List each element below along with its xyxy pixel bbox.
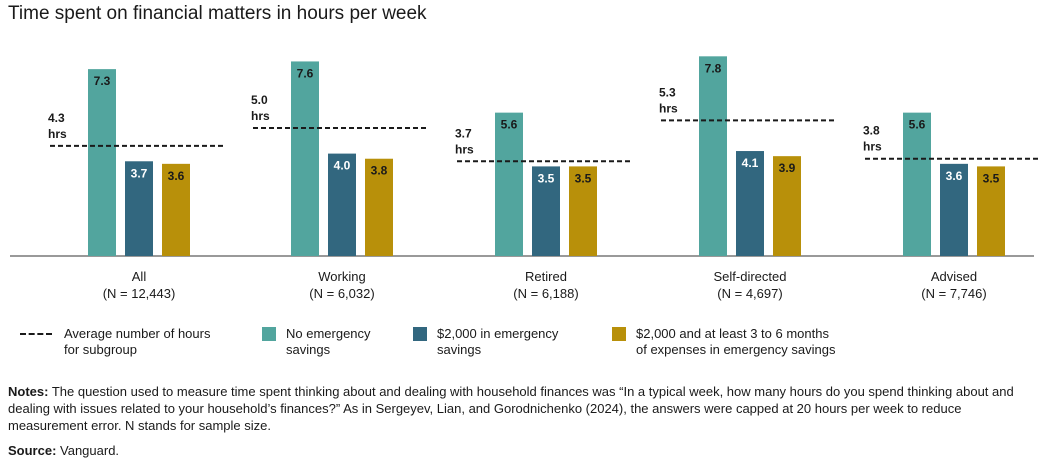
gold-swatch-icon xyxy=(612,327,626,341)
data-label-self-directed-2000-savings: 4.1 xyxy=(742,156,759,170)
bar-retired-2000-savings xyxy=(532,166,560,256)
bar-self-directed-3-6-months xyxy=(773,156,801,256)
category-n-working: (N = 6,032) xyxy=(309,286,374,301)
data-label-retired-no-savings: 5.6 xyxy=(501,118,518,132)
source-text: Vanguard. xyxy=(56,443,120,458)
teal-swatch-icon xyxy=(262,327,276,341)
category-n-retired: (N = 6,188) xyxy=(513,286,578,301)
category-label-all: All xyxy=(132,269,147,284)
category-label-working: Working xyxy=(318,269,365,284)
legend-label-no-savings: No emergency savings xyxy=(286,326,371,357)
data-label-working-3-6-months: 3.8 xyxy=(371,164,388,178)
notes: Notes: The question used to measure time… xyxy=(8,383,1038,434)
category-n-all: (N = 12,443) xyxy=(103,286,176,301)
data-label-all-3-6-months: 3.6 xyxy=(168,169,185,183)
legend-item-3-6-months: $2,000 and at least 3 to 6 months of exp… xyxy=(612,326,835,358)
average-label-retired: 3.7 hrs xyxy=(455,126,474,156)
category-n-self-directed: (N = 4,697) xyxy=(717,286,782,301)
bar-working-3-6-months xyxy=(365,158,393,256)
bar-advised-3-6-months xyxy=(977,166,1005,256)
bar-all-2000-savings xyxy=(125,161,153,256)
legend-item-average: Average number of hours for subgroup xyxy=(20,326,210,358)
category-label-advised: Advised xyxy=(931,269,977,284)
bar-self-directed-2000-savings xyxy=(736,151,764,256)
data-label-working-2000-savings: 4.0 xyxy=(334,159,351,173)
category-label-self-directed: Self-directed xyxy=(714,269,787,284)
average-label-advised: 3.8 hrs xyxy=(863,124,882,154)
bar-chart: 7.3 3.7 3.6 4.3 hrs All (N = 12,443) 7.6 4.0 3.8 5… xyxy=(10,56,1039,301)
legend-label-average: Average number of hours for subgroup xyxy=(64,326,211,357)
bar-retired-no-savings xyxy=(495,112,523,256)
data-label-working-no-savings: 7.6 xyxy=(297,66,314,80)
legend-label-3-6-months: $2,000 and at least 3 to 6 months of exp… xyxy=(636,326,836,357)
source-label: Source: xyxy=(8,443,57,458)
bar-retired-3-6-months xyxy=(569,166,597,256)
notes-label: Notes: xyxy=(8,384,49,399)
average-label-working: 5.0 hrs xyxy=(251,93,270,123)
data-label-retired-2000-savings: 3.5 xyxy=(538,171,555,185)
bar-advised-2000-savings xyxy=(940,163,968,256)
legend: Average number of hours for subgroup No … xyxy=(20,326,1030,366)
data-label-all-no-savings: 7.3 xyxy=(94,74,111,88)
data-label-retired-3-6-months: 3.5 xyxy=(575,171,592,185)
data-label-advised-2000-savings: 3.6 xyxy=(946,169,963,183)
average-label-self-directed: 5.3 hrs xyxy=(659,85,678,115)
notes-text: The question used to measure time spent … xyxy=(8,384,1014,433)
legend-label-2000-savings: $2,000 in emergency savings xyxy=(437,326,559,357)
bar-all-3-6-months xyxy=(162,163,190,256)
average-label-all: 4.3 hrs xyxy=(48,111,67,141)
data-label-self-directed-no-savings: 7.8 xyxy=(705,61,722,75)
bar-working-no-savings xyxy=(291,61,319,256)
data-label-all-2000-savings: 3.7 xyxy=(131,166,148,180)
legend-item-no-savings: No emergency savings xyxy=(262,326,371,358)
bar-working-2000-savings xyxy=(328,153,356,256)
data-label-self-directed-3-6-months: 3.9 xyxy=(779,161,796,175)
dashed-line-icon xyxy=(20,333,52,335)
bar-advised-no-savings xyxy=(903,112,931,256)
category-label-retired: Retired xyxy=(525,269,567,284)
data-label-advised-3-6-months: 3.5 xyxy=(983,171,1000,185)
category-n-advised: (N = 7,746) xyxy=(921,286,986,301)
chart-title: Time spent on financial matters in hours… xyxy=(8,3,427,24)
bar-self-directed-no-savings xyxy=(699,56,727,256)
bar-all-no-savings xyxy=(88,69,116,257)
legend-item-2000-savings: $2,000 in emergency savings xyxy=(413,326,558,358)
blue-swatch-icon xyxy=(413,327,427,341)
data-label-advised-no-savings: 5.6 xyxy=(909,118,926,132)
source: Source: Vanguard. xyxy=(8,443,119,458)
